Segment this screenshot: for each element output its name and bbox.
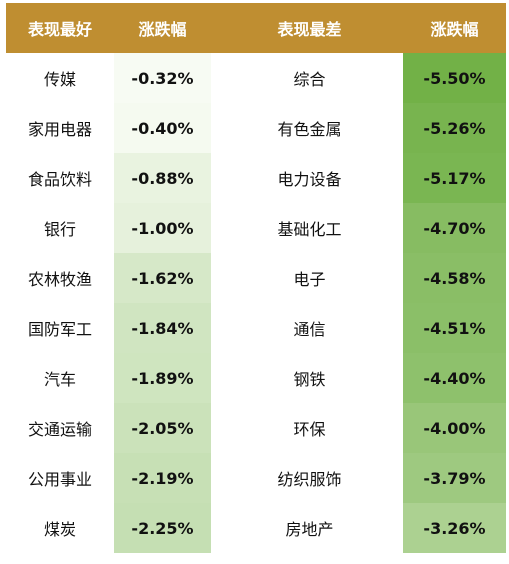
header-row: 表现最好 涨跌幅 表现最差 涨跌幅 [6, 3, 506, 53]
best-change-cell: -2.19% [114, 453, 211, 503]
best-change-cell: -0.40% [114, 103, 211, 153]
best-industry-name: 公用事业 [27, 470, 92, 489]
best-change-cell: -2.05% [114, 403, 211, 453]
best-change-cell: -0.32% [114, 53, 211, 103]
industry-performance-table: 表现最好 涨跌幅 表现最差 涨跌幅 传媒 -0.32% 综合 -5.50% 家用电器 -0… [6, 3, 506, 553]
best-industry-name: 银行 [43, 220, 76, 239]
table-row: 煤炭 -2.25% 房地产 -3.26% [6, 503, 506, 553]
worst-change-cell: -5.17% [403, 153, 506, 203]
best-change-cell: -1.62% [114, 253, 211, 303]
best-change-cell: -1.84% [114, 303, 211, 353]
worst-industry-name: 综合 [293, 70, 326, 89]
worst-name-header: 表现最差 [216, 3, 403, 53]
best-name-header: 表现最好 [6, 3, 114, 53]
worst-change-cell: -4.70% [403, 203, 506, 253]
best-industry-name: 传媒 [43, 70, 76, 89]
table-row: 家用电器 -0.40% 有色金属 -5.26% [6, 103, 506, 153]
best-change-cell: -2.25% [114, 503, 211, 553]
best-industry-name: 汽车 [43, 370, 76, 389]
worst-industry-name: 纺织服饰 [277, 470, 342, 489]
worst-industry-name: 钢铁 [293, 370, 326, 389]
worst-industry-name: 电子 [293, 270, 326, 289]
table-row: 公用事业 -2.19% 纺织服饰 -3.79% [6, 453, 506, 503]
table-row: 传媒 -0.32% 综合 -5.50% [6, 53, 506, 103]
best-change-cell: -1.00% [114, 203, 211, 253]
table-row: 农林牧渔 -1.62% 电子 -4.58% [6, 253, 506, 303]
table-row: 汽车 -1.89% 钢铁 -4.40% [6, 353, 506, 403]
table-row: 食品饮料 -0.88% 电力设备 -5.17% [6, 153, 506, 203]
worst-change-cell: -4.40% [403, 353, 506, 403]
worst-industry-name: 环保 [293, 420, 326, 439]
worst-change-cell: -5.50% [403, 53, 506, 103]
table-row: 交通运输 -2.05% 环保 -4.00% [6, 403, 506, 453]
worst-change-cell: -4.00% [403, 403, 506, 453]
worst-change-cell: -3.26% [403, 503, 506, 553]
best-industry-name: 食品饮料 [27, 170, 92, 189]
worst-change-cell: -4.58% [403, 253, 506, 303]
best-industry-name: 煤炭 [43, 520, 76, 539]
table-body: 传媒 -0.32% 综合 -5.50% 家用电器 -0.40% 有色金属 -5.26% 食品饮料… [6, 53, 506, 553]
table-row: 国防军工 -1.84% 通信 -4.51% [6, 303, 506, 353]
worst-change-cell: -5.26% [403, 103, 506, 153]
table-row: 银行 -1.00% 基础化工 -4.70% [6, 203, 506, 253]
worst-change-cell: -4.51% [403, 303, 506, 353]
header-gap [211, 3, 216, 53]
worst-industry-name: 基础化工 [277, 220, 342, 239]
worst-industry-name: 通信 [293, 320, 326, 339]
best-industry-name: 交通运输 [27, 420, 92, 439]
worst-change-header: 涨跌幅 [403, 3, 506, 53]
best-change-cell: -1.89% [114, 353, 211, 403]
worst-change-cell: -3.79% [403, 453, 506, 503]
best-change-cell: -0.88% [114, 153, 211, 203]
best-industry-name: 家用电器 [27, 120, 92, 139]
worst-industry-name: 房地产 [285, 520, 334, 539]
best-change-header: 涨跌幅 [114, 3, 211, 53]
best-industry-name: 农林牧渔 [27, 270, 92, 289]
worst-industry-name: 电力设备 [277, 170, 342, 189]
best-industry-name: 国防军工 [27, 320, 92, 339]
worst-industry-name: 有色金属 [277, 120, 342, 139]
